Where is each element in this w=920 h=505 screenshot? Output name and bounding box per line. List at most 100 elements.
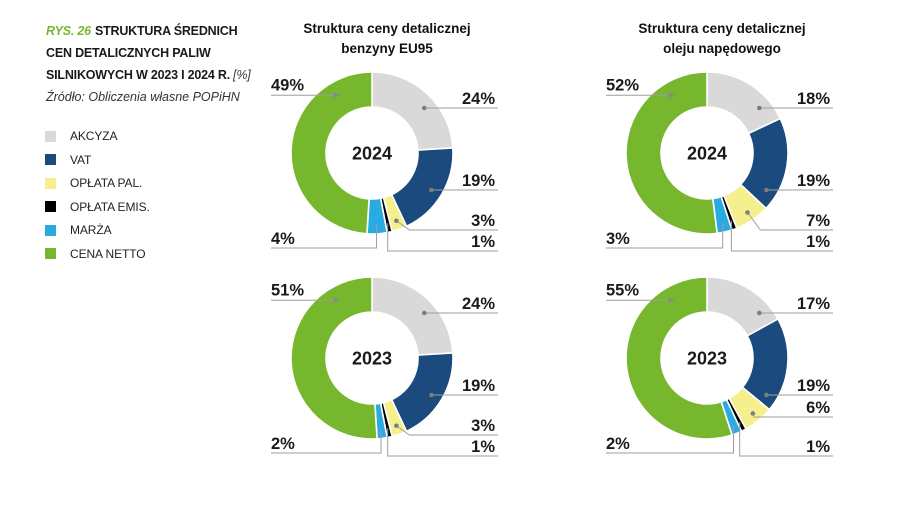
chart-panel-olej-napędowy-2023: 2023 17% 19% 6% 1% 2% 55% bbox=[597, 265, 847, 467]
legend-item-opłata-pal: OPŁATA PAL. bbox=[45, 176, 150, 190]
leader-dot bbox=[764, 187, 769, 193]
pct-label-marza: 2% bbox=[606, 435, 630, 453]
figure-title-line-2: CEN DETALICZNYCH PALIW bbox=[46, 46, 211, 60]
donut-segment-cena-netto bbox=[290, 71, 373, 235]
chart-title-line-2: benzyny EU95 bbox=[341, 41, 433, 56]
leader-dot bbox=[422, 105, 427, 111]
legend-label: MARŻA bbox=[70, 223, 112, 237]
leader-arrow bbox=[668, 92, 676, 99]
pct-label-oplata-emis: 1% bbox=[471, 233, 495, 251]
legend-swatch-opłata-pal bbox=[45, 177, 56, 189]
leader-line bbox=[739, 422, 833, 457]
pct-label-vat: 19% bbox=[797, 377, 830, 395]
donut-center-year: 2023 bbox=[352, 349, 392, 369]
chart-title: Struktura ceny detalicznej oleju napędowe… bbox=[597, 14, 847, 60]
figure-title-part-1: STRUKTURA ŚREDNICH bbox=[94, 24, 238, 38]
donut-center-year: 2024 bbox=[687, 144, 727, 164]
donut-chart-benzyna-eu95-2023: 2023 24% 19% 3% 1% 2% 51% bbox=[271, 276, 498, 457]
donut-segment-akcyza bbox=[371, 276, 454, 356]
legend-item-opłata-emis: OPŁATA EMIS. bbox=[45, 199, 150, 214]
legend-item-cena-netto: CENA NETTO bbox=[45, 246, 150, 261]
legend-label: OPŁATA EMIS. bbox=[70, 199, 150, 214]
legend-swatch-opłata-emis bbox=[45, 201, 56, 212]
legend-label: OPŁATA PAL. bbox=[70, 176, 143, 190]
leader-line bbox=[606, 223, 724, 249]
leader-arrow bbox=[333, 297, 341, 304]
leader-line bbox=[606, 424, 735, 454]
legend-label: VAT bbox=[70, 152, 92, 167]
chart-title-line-1: Struktura ceny detalicznej bbox=[303, 21, 471, 36]
pct-label-cena-netto: 55% bbox=[606, 281, 639, 299]
pct-label-vat: 19% bbox=[462, 172, 495, 190]
leader-line bbox=[271, 224, 378, 249]
pct-label-oplata-pal: 3% bbox=[471, 417, 495, 435]
leader-line bbox=[271, 429, 382, 454]
pct-label-marza: 2% bbox=[271, 435, 295, 453]
legend-item-akcyza: AKCYZA bbox=[45, 129, 150, 143]
chart-panel-olej-napędowy-2024: Struktura ceny detalicznej oleju napędowe… bbox=[597, 14, 847, 262]
leader-line bbox=[387, 223, 498, 252]
leader-dot bbox=[757, 105, 762, 111]
donut-chart-olej-napędowy-2024: 2024 18% 19% 7% 1% 3% 52% bbox=[606, 71, 833, 252]
pct-label-oplata-emis: 1% bbox=[471, 438, 495, 456]
donut-chart-benzyna-eu95-2024: 2024 24% 19% 3% 1% 4% 49% bbox=[271, 71, 498, 252]
legend-swatch-marża bbox=[45, 224, 56, 236]
pct-label-marza: 3% bbox=[606, 230, 630, 248]
legend-label: CENA NETTO bbox=[70, 246, 146, 261]
pct-label-oplata-pal: 6% bbox=[806, 399, 830, 417]
chart-panel-benzyna-eu95-2023: 2023 24% 19% 3% 1% 2% 51% bbox=[262, 265, 512, 467]
chart-title-line-2: oleju napędowego bbox=[663, 41, 781, 56]
pct-label-oplata-pal: 7% bbox=[806, 212, 830, 230]
pct-label-oplata-pal: 3% bbox=[471, 212, 495, 230]
pct-label-akcyza: 24% bbox=[462, 295, 495, 313]
donut-segment-akcyza bbox=[371, 71, 454, 151]
figure-title-line-3: SILNIKOWYCH W 2023 I 2024 R. [%] bbox=[46, 64, 271, 86]
figure-source: Źródło: Obliczenia własne POPiHN bbox=[46, 90, 240, 104]
donut-center-year: 2024 bbox=[352, 144, 392, 164]
pct-label-akcyza: 18% bbox=[797, 90, 830, 108]
leader-dot bbox=[429, 187, 434, 193]
leader-dot bbox=[429, 392, 434, 398]
donut-segment-cena-netto bbox=[290, 276, 378, 440]
pct-label-cena-netto: 51% bbox=[271, 281, 304, 299]
pct-label-vat: 19% bbox=[797, 172, 830, 190]
figure-header: RYS. 26 STRUKTURA ŚREDNICH CEN DETALICZNY… bbox=[46, 20, 271, 108]
donut-center-year: 2023 bbox=[687, 349, 727, 369]
legend-swatch-vat bbox=[45, 154, 56, 165]
legend-swatch-cena-netto bbox=[45, 248, 56, 259]
leader-line bbox=[387, 428, 498, 457]
legend-item-marża: MARŻA bbox=[45, 223, 150, 237]
leader-dot bbox=[764, 392, 769, 398]
pct-label-akcyza: 24% bbox=[462, 90, 495, 108]
chart-panel-benzyna-eu95-2024: Struktura ceny detalicznej benzyny EU95 20… bbox=[262, 14, 512, 262]
leader-dot bbox=[394, 423, 399, 429]
pct-label-vat: 19% bbox=[462, 377, 495, 395]
pct-label-cena-netto: 49% bbox=[271, 76, 304, 94]
leader-line bbox=[730, 220, 833, 252]
pct-label-marza: 4% bbox=[271, 230, 295, 248]
legend-item-vat: VAT bbox=[45, 152, 150, 167]
leader-dot bbox=[757, 310, 762, 316]
leader-arrow bbox=[333, 92, 341, 99]
leader-line bbox=[396, 425, 498, 436]
leader-arrow bbox=[668, 297, 676, 304]
leader-dot bbox=[394, 218, 399, 224]
donut-segment-cena-netto bbox=[625, 276, 733, 440]
figure-title-part-3: SILNIKOWYCH W 2023 I 2024 R. bbox=[46, 68, 231, 82]
pct-label-oplata-emis: 1% bbox=[806, 233, 830, 251]
donut-chart-olej-napędowy-2023: 2023 17% 19% 6% 1% 2% 55% bbox=[606, 276, 833, 457]
figure-number: RYS. 26 bbox=[46, 24, 91, 38]
donut-segment-cena-netto bbox=[625, 71, 718, 235]
leader-line bbox=[396, 220, 498, 231]
legend: AKCYZA VAT OPŁATA PAL. OPŁATA EMIS. MARŻA CEN… bbox=[45, 129, 150, 271]
figure-title-line-1: RYS. 26 STRUKTURA ŚREDNICH bbox=[46, 20, 271, 42]
pct-label-cena-netto: 52% bbox=[606, 76, 639, 94]
chart-title: Struktura ceny detalicznej benzyny EU95 bbox=[262, 14, 512, 60]
legend-swatch-akcyza bbox=[45, 130, 56, 142]
leader-line bbox=[747, 212, 833, 231]
pct-label-akcyza: 17% bbox=[797, 295, 830, 313]
leader-dot bbox=[750, 411, 756, 416]
chart-title-line-1: Struktura ceny detalicznej bbox=[638, 21, 806, 36]
pct-label-oplata-emis: 1% bbox=[806, 438, 830, 456]
